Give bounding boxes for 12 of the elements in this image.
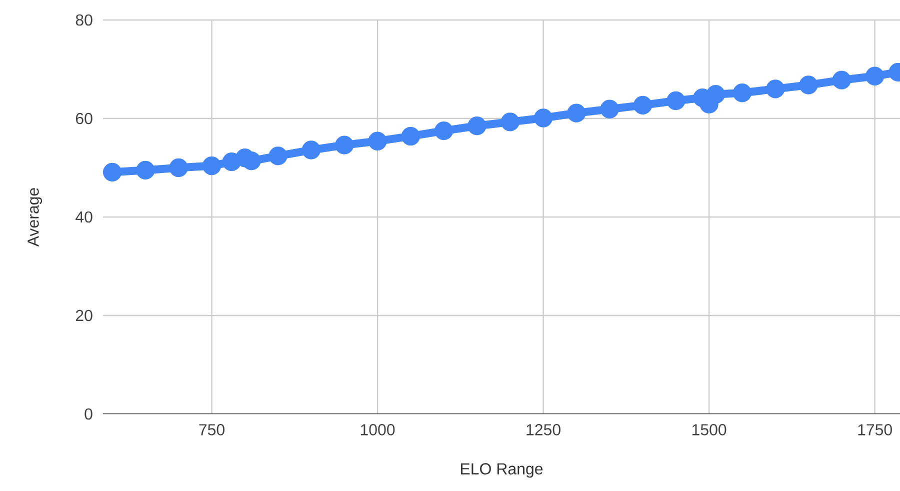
y-tick-label: 40	[76, 211, 92, 223]
y-tick-label: 0	[84, 408, 92, 420]
x-axis-title: ELO Range	[461, 463, 543, 478]
x-tick-label: 1000	[360, 424, 395, 436]
x-tick-label: 1500	[692, 424, 726, 436]
x-tick-label: 1250	[526, 424, 560, 436]
y-axis-title: Average	[28, 188, 42, 247]
x-tick-label: 750	[199, 424, 224, 436]
y-tick-label: 20	[76, 310, 92, 322]
x-tick-label: 1750	[858, 424, 892, 436]
y-tick-label: 60	[76, 112, 92, 124]
y-tick-label: 80	[76, 14, 92, 26]
